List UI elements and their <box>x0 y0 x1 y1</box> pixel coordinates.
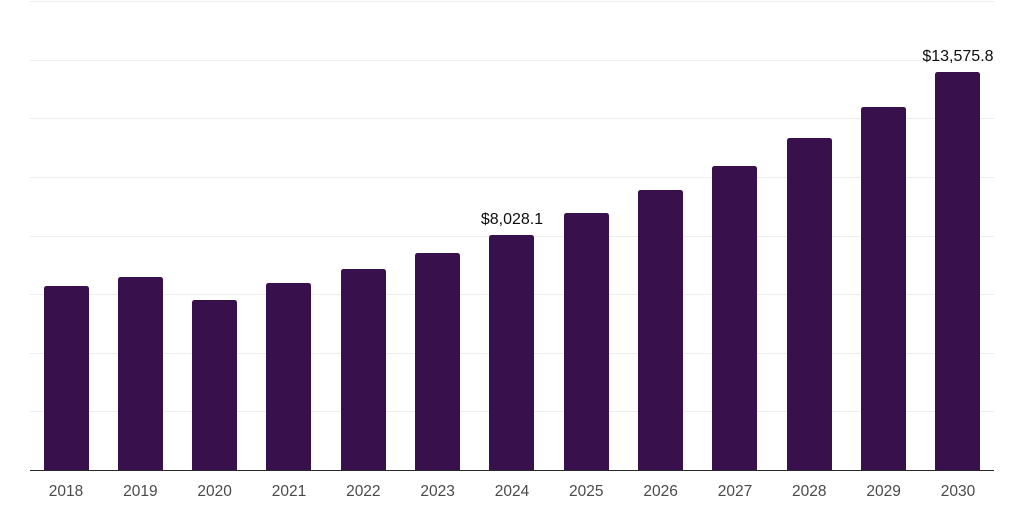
data-label-2030: $13,575.8 <box>922 48 994 66</box>
x-axis-line <box>30 469 994 471</box>
x-tick-label-2027: 2027 <box>717 483 753 500</box>
bar-2026 <box>638 190 684 470</box>
x-tick-label-2018: 2018 <box>48 483 84 500</box>
x-tick-label-2020: 2020 <box>197 483 232 500</box>
plot-area: $8,028.1 $13,575.8 <box>30 1 994 471</box>
x-tick-label-2022: 2022 <box>346 483 381 500</box>
x-tick-label-2019: 2019 <box>123 483 158 500</box>
gridline-10000 <box>30 176 994 178</box>
bar-2028 <box>786 138 832 470</box>
bar-2021 <box>266 282 312 470</box>
bar-2022 <box>340 268 386 470</box>
bar-2018 <box>43 285 89 470</box>
x-tick-label-2023: 2023 <box>420 483 455 500</box>
bar-2020 <box>192 300 238 470</box>
bar-2023 <box>415 252 461 470</box>
x-tick-label-2028: 2028 <box>792 483 827 500</box>
gridline-16000 <box>30 1 994 2</box>
gridline-14000 <box>30 59 994 61</box>
x-tick-label-2029: 2029 <box>866 483 901 500</box>
gridline-12000 <box>30 118 994 120</box>
bar-2029 <box>861 106 907 470</box>
x-tick-label-2026: 2026 <box>643 483 678 500</box>
x-tick-label-2030: 2030 <box>940 483 976 500</box>
x-tick-label-2024: 2024 <box>494 483 530 500</box>
bar-2030 <box>935 72 981 470</box>
data-label-2024: $8,028.1 <box>480 210 544 228</box>
bar-2025 <box>563 212 609 470</box>
bar-2019 <box>117 276 163 470</box>
bar-2024 <box>489 234 535 470</box>
x-tick-label-2025: 2025 <box>569 483 604 500</box>
bar-2027 <box>712 166 758 470</box>
x-tick-label-2021: 2021 <box>271 483 307 500</box>
